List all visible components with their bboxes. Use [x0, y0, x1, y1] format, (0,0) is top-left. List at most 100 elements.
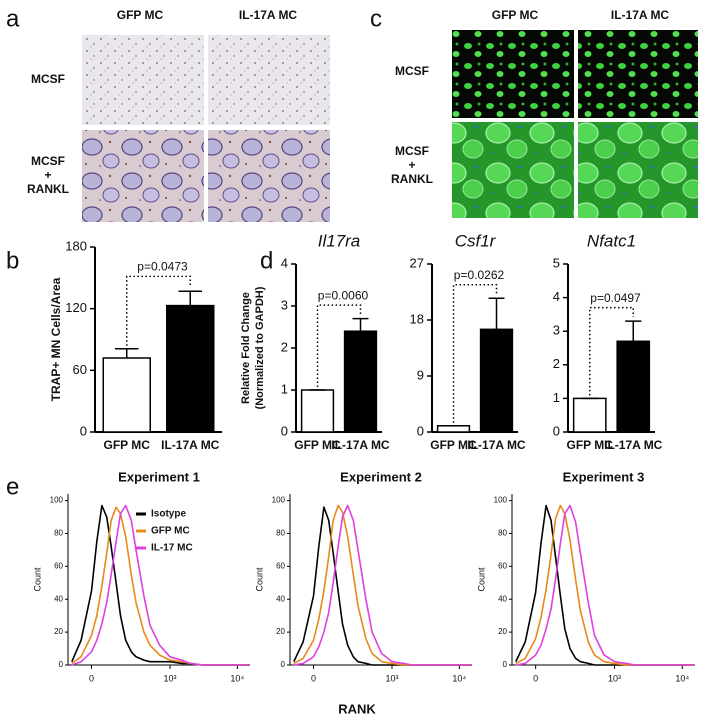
y-tick-label: 40 — [276, 594, 285, 603]
bar — [479, 328, 514, 433]
x-tick-label: IL-17A MC — [604, 438, 663, 452]
panel-label: a — [6, 5, 20, 32]
row-label: MCSF — [395, 144, 429, 158]
x-tick-label: GFP MC — [104, 438, 151, 452]
y-tick-label: 40 — [498, 594, 507, 603]
micrograph — [578, 30, 698, 118]
x-tick-label: GFP MC — [567, 438, 614, 452]
column-header: GFP MC — [117, 8, 164, 22]
panel-label: d — [260, 247, 273, 274]
error-bar — [625, 320, 642, 342]
y-tick-label: 120 — [65, 300, 87, 315]
y-tick-label: 1 — [281, 381, 288, 396]
y-tick-label: 4 — [281, 255, 288, 270]
y-tick-label: 20 — [276, 627, 285, 636]
row-label: RANKL — [391, 172, 433, 186]
panel-label: b — [6, 247, 19, 274]
bar — [572, 397, 607, 433]
y-tick-label: 100 — [50, 496, 64, 505]
y-tick-label: 60 — [73, 362, 87, 377]
y-axis-label: TRAP+ MN Cells/Area — [49, 277, 63, 401]
micrograph — [208, 35, 330, 125]
x-tick-label: 0 — [311, 673, 316, 683]
y-tick-label: 2 — [553, 356, 560, 371]
bar — [300, 389, 335, 433]
annotation: p=0.0473 — [137, 260, 188, 274]
row-label: MCSF — [31, 154, 65, 168]
y-tick-label: 3 — [553, 323, 560, 338]
x-tick-label: GFP MC — [430, 438, 477, 452]
x-axis-label: RANK — [338, 701, 376, 716]
significance-bracket — [452, 284, 498, 423]
bar — [102, 357, 151, 433]
y-tick-label: 100 — [494, 496, 508, 505]
y-tick-label: 5 — [553, 255, 560, 270]
legend-label: GFP MC — [151, 526, 190, 537]
y-tick-label: 0 — [59, 660, 64, 669]
bar — [436, 425, 471, 433]
x-tick-label: 10⁴ — [675, 673, 689, 683]
y-tick-label: 2 — [281, 339, 288, 354]
significance-bracket — [589, 306, 634, 396]
y-tick-label: 60 — [276, 561, 285, 570]
row-label: RANKL — [27, 182, 69, 196]
x-tick-label: IL-17A MC — [161, 438, 220, 452]
error-bar — [115, 348, 139, 358]
y-tick-label: 0 — [553, 423, 560, 438]
y-tick-label: 18 — [410, 311, 424, 326]
y-tick-label: 4 — [553, 289, 560, 304]
y-tick-label: 20 — [498, 627, 507, 636]
annotation: p=0.0262 — [454, 268, 505, 282]
y-tick-label: 100 — [272, 496, 286, 505]
significance-bracket — [316, 304, 362, 387]
y-tick-label: 9 — [417, 367, 424, 382]
row-label: + — [44, 168, 51, 182]
y-tick-label: 0 — [80, 423, 87, 438]
column-header: IL-17A MC — [239, 8, 298, 22]
y-tick-label: 27 — [410, 255, 424, 270]
micrograph — [578, 122, 698, 218]
row-label: MCSF — [395, 64, 429, 78]
panel-label: e — [6, 473, 19, 500]
y-tick-label: 60 — [498, 561, 507, 570]
error-bar — [178, 290, 202, 306]
x-tick-label: 10³ — [385, 673, 398, 683]
y-tick-label: 80 — [498, 529, 507, 538]
panel-label: c — [370, 5, 382, 32]
y-tick-label: 60 — [54, 561, 63, 570]
chart-title: Nfatc1 — [587, 231, 636, 250]
legend-label: IL-17 MC — [151, 543, 193, 554]
annotation: p=0.0497 — [590, 291, 641, 305]
histogram-line — [293, 504, 472, 666]
chart-title: Experiment 2 — [340, 469, 422, 484]
micrograph — [452, 30, 574, 118]
chart-title: Experiment 3 — [563, 469, 645, 484]
column-header: GFP MC — [492, 8, 539, 22]
bar — [166, 304, 215, 433]
row-label: MCSF — [31, 72, 65, 86]
chart-title: Experiment 1 — [118, 469, 200, 484]
y-axis-label: Relative Fold Change — [240, 292, 252, 404]
y-tick-label: 0 — [281, 423, 288, 438]
histogram-line — [515, 504, 695, 666]
x-tick-label: IL-17A MC — [331, 438, 390, 452]
y-tick-label: 0 — [281, 660, 286, 669]
x-tick-label: 10³ — [608, 673, 621, 683]
annotation: p=0.0060 — [318, 288, 369, 302]
chart-title: Csf1r — [455, 231, 497, 250]
histogram-line — [71, 504, 250, 666]
micrograph — [82, 130, 204, 222]
significance-bracket — [126, 275, 191, 346]
x-tick-label: 0 — [533, 673, 538, 683]
bar — [343, 330, 378, 433]
y-tick-label: 3 — [281, 297, 288, 312]
chart-title: Il17ra — [318, 231, 361, 250]
x-tick-label: 10³ — [163, 673, 176, 683]
row-label: + — [408, 158, 415, 172]
y-tick-label: 0 — [417, 423, 424, 438]
micrograph — [82, 35, 204, 125]
y-axis-label: (Normalized to GAPDH) — [254, 286, 266, 409]
column-header: IL-17A MC — [611, 8, 670, 22]
